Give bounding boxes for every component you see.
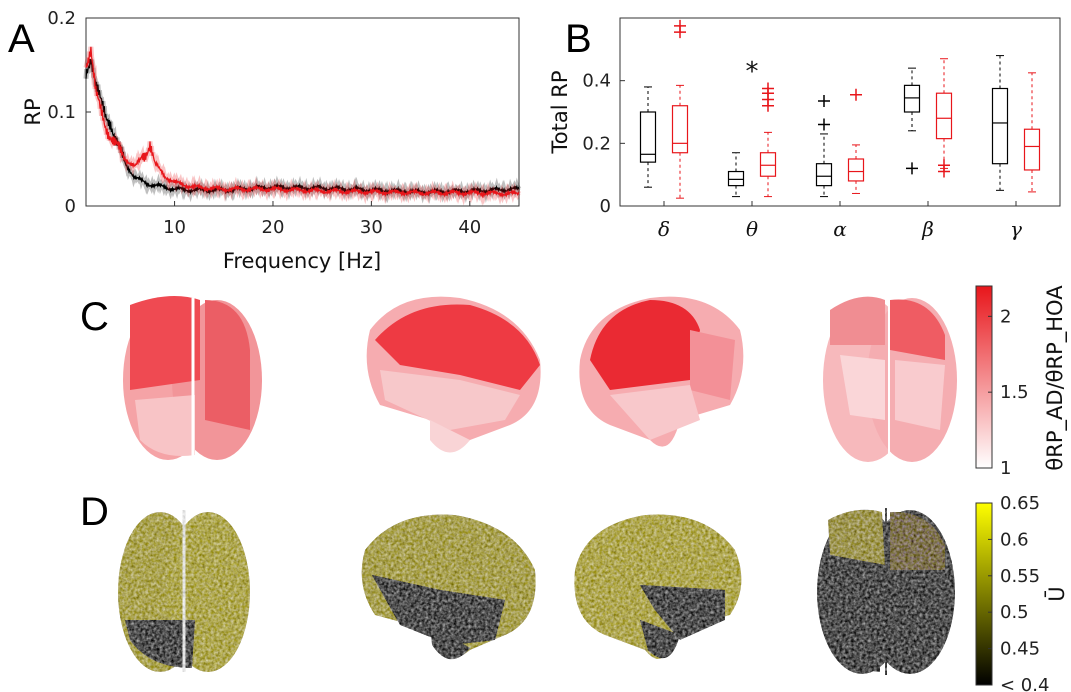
- colorbar-tick-label: 0.65: [1000, 493, 1040, 514]
- panel-b-box: [903, 67, 921, 175]
- panel-b-category-label: δ: [658, 217, 670, 241]
- panel-b-box-body: [815, 163, 833, 187]
- brain-c-right-view: [579, 296, 744, 447]
- panel-b-box: [815, 95, 833, 198]
- panel-a-xtick-label: 30: [360, 217, 383, 238]
- brain-d-left-view: [361, 514, 536, 660]
- panel-b-ylabel: Total RP: [548, 71, 572, 155]
- colorbar-tick-label: 1: [1000, 458, 1011, 479]
- panel-b-box-body: [671, 105, 689, 154]
- panel-b-box-body: [759, 152, 777, 177]
- panel-b-category-label: θ: [746, 217, 758, 241]
- panel-b-outlier: [762, 82, 774, 95]
- panel-a-xlabel: Frequency [Hz]: [223, 249, 381, 273]
- panel-a-line-chart: 10 20 30 40 0 0.1 0.2 Frequency [Hz] RP: [21, 8, 522, 273]
- brain-c-left-view: [366, 296, 541, 453]
- panel-a-ytick-label: 0.2: [47, 8, 76, 29]
- panel-b-category-label: γ: [1010, 217, 1022, 241]
- panel-b-ytick-label: 0.4: [582, 71, 611, 92]
- panel-d-colorbar-bar: [975, 502, 993, 686]
- panel-b-outlier: [674, 19, 686, 32]
- panel-a-xtick-label: 20: [262, 217, 285, 238]
- panel-a-xtick-label: 40: [458, 217, 481, 238]
- colorbar-tick-label: 0.45: [1000, 639, 1040, 660]
- panel-a-frame: [85, 17, 520, 207]
- brain-d-bottom-view: [817, 508, 955, 675]
- panel-b-box: [847, 88, 865, 194]
- panel-a-ylabel: RP: [21, 98, 45, 125]
- panel-b-box-chart: 0 0.2 0.4 δ θ α β γ * Total RP: [548, 17, 1061, 241]
- panel-a-xtick-label: 10: [163, 217, 186, 238]
- brain-c-top-view: [123, 296, 262, 460]
- panel-b-box-body: [1023, 128, 1041, 171]
- panel-c-colorbar-label: θRP_AD/θRP_HOA: [1043, 285, 1068, 471]
- panel-b-box: [991, 55, 1009, 191]
- panel-b-outlier: [850, 88, 862, 101]
- panel-a-ytick-label: 0: [65, 196, 76, 217]
- brain-d-right-view: [574, 514, 742, 659]
- colorbar-tick-label: 0.55: [1000, 566, 1040, 587]
- colorbar-tick-label: 0.6: [1000, 529, 1029, 550]
- panel-b-box-body: [903, 84, 921, 113]
- panel-a-ytick-label: 0.1: [47, 102, 76, 123]
- colorbar-tick-label: 2: [1000, 306, 1011, 327]
- panel-b-outlier: [906, 162, 918, 175]
- panel-b-box: [727, 152, 745, 198]
- panel-b-box: [759, 82, 777, 198]
- colorbar-tick-label: 1.5: [1000, 382, 1029, 403]
- panel-c-colorbar: 1 1.5 2 θRP_AD/θRP_HOA: [975, 285, 1068, 479]
- panel-b-box-body: [935, 92, 953, 140]
- panel-b-box-body: [639, 111, 657, 163]
- panel-b-ytick-label: 0: [600, 196, 611, 217]
- panel-b-significance-star: *: [746, 57, 759, 87]
- colorbar-tick-label: 0.5: [1000, 602, 1029, 623]
- panel-b-outlier: [938, 159, 950, 172]
- panel-b-category-label: β: [921, 217, 934, 241]
- panel-b-box: [639, 86, 657, 188]
- panel-d-brain-maps: [118, 508, 955, 675]
- brain-d-top-view: [118, 510, 250, 672]
- panel-b-ytick-label: 0.2: [582, 133, 611, 154]
- panel-b-category-label: α: [833, 217, 847, 241]
- panel-d-colorbar-label: Ū: [1044, 586, 1069, 601]
- panel-a-series-line: [85, 46, 520, 199]
- panel-b-box-body: [847, 158, 865, 182]
- panel-label-c: C: [80, 295, 109, 339]
- panel-b-box-body: [991, 87, 1009, 165]
- panel-b-outlier: [818, 95, 830, 108]
- panel-label-b: B: [565, 17, 592, 61]
- brain-c-bottom-view: [823, 296, 957, 462]
- panel-b-frame: [619, 17, 1061, 207]
- panel-b-outlier: [818, 118, 830, 131]
- panel-c-colorbar-bar: [975, 285, 993, 469]
- panel-d-colorbar: < 0.4 0.45 0.5 0.55 0.6 0.65 Ū: [975, 493, 1069, 692]
- panel-label-a: A: [8, 17, 35, 61]
- panel-b-box: [935, 58, 953, 178]
- panel-c-brain-maps: [123, 296, 957, 462]
- panel-label-d: D: [80, 490, 109, 534]
- panel-b-box: [671, 19, 689, 199]
- colorbar-tick-label: < 0.4: [1000, 675, 1049, 692]
- panel-b-box: [1023, 72, 1041, 193]
- panel-b-box-body: [727, 170, 745, 187]
